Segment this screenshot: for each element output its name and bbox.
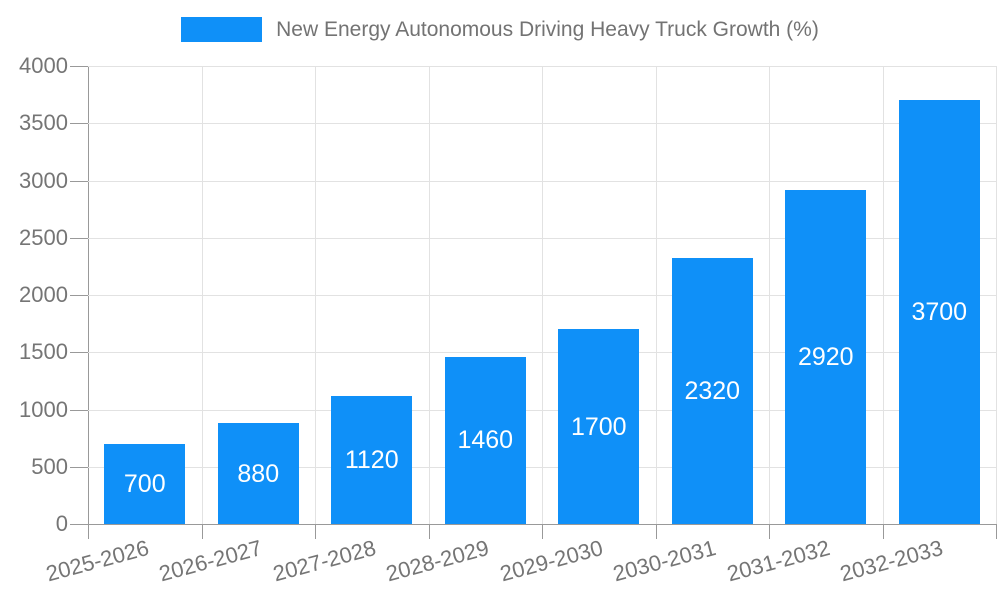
v-gridline [769, 66, 770, 524]
y-axis-label: 3000 [19, 167, 68, 193]
y-axis-label: 0 [55, 511, 68, 536]
v-gridline [315, 66, 316, 524]
bar-value-label: 880 [237, 459, 280, 488]
y-axis-label: 2500 [19, 224, 68, 250]
bar-value-label: 2920 [797, 342, 854, 371]
v-gridline [996, 66, 997, 524]
legend-label: New Energy Autonomous Driving Heavy Truc… [276, 17, 819, 41]
legend-swatch [181, 17, 263, 42]
bar[interactable] [331, 395, 413, 524]
legend-item[interactable]: New Energy Autonomous Driving Heavy Truc… [0, 17, 1000, 42]
bar-value-label: 1700 [570, 412, 627, 441]
v-gridline [882, 66, 884, 524]
y-axis-tick [70, 66, 88, 67]
bar[interactable] [558, 329, 640, 524]
bar-value-label: 3700 [911, 298, 968, 327]
x-axis-tick [428, 524, 430, 539]
y-axis-label: 4000 [19, 53, 68, 78]
x-axis-tick [655, 524, 657, 539]
v-gridline [201, 66, 203, 524]
bar-value-label: 1120 [344, 445, 399, 474]
bar-value-label: 700 [123, 469, 166, 498]
x-axis-tick [882, 524, 884, 539]
v-gridline [655, 66, 657, 524]
v-gridline [428, 66, 430, 524]
x-axis-tick [996, 524, 997, 539]
bar[interactable] [671, 258, 753, 524]
x-axis-tick [88, 524, 89, 539]
y-axis-label: 500 [31, 453, 68, 479]
y-axis-label: 1000 [19, 396, 68, 422]
x-axis-tick [769, 524, 770, 539]
bar[interactable] [785, 189, 867, 524]
bar-value-label: 1460 [457, 426, 514, 455]
v-gridline [542, 66, 543, 524]
bar[interactable] [898, 100, 980, 524]
x-axis-tick [201, 524, 203, 539]
y-axis-tick [70, 180, 88, 182]
x-axis-tick [542, 524, 543, 539]
y-axis-tick [70, 123, 88, 125]
y-axis-label: 1500 [19, 339, 68, 365]
y-axis-tick [70, 237, 88, 239]
y-axis-tick [70, 352, 88, 354]
y-axis-label: 3500 [19, 110, 68, 136]
y-axis-tick [70, 295, 88, 296]
bar[interactable] [104, 443, 186, 524]
x-axis-tick [315, 524, 316, 539]
y-axis-tick [70, 466, 88, 468]
y-axis-label: 2000 [19, 282, 68, 307]
y-axis-tick [70, 409, 88, 411]
bar-value-label: 2320 [684, 377, 741, 406]
bar[interactable] [444, 356, 526, 524]
bar[interactable] [217, 423, 299, 524]
y-axis-tick [70, 524, 88, 525]
